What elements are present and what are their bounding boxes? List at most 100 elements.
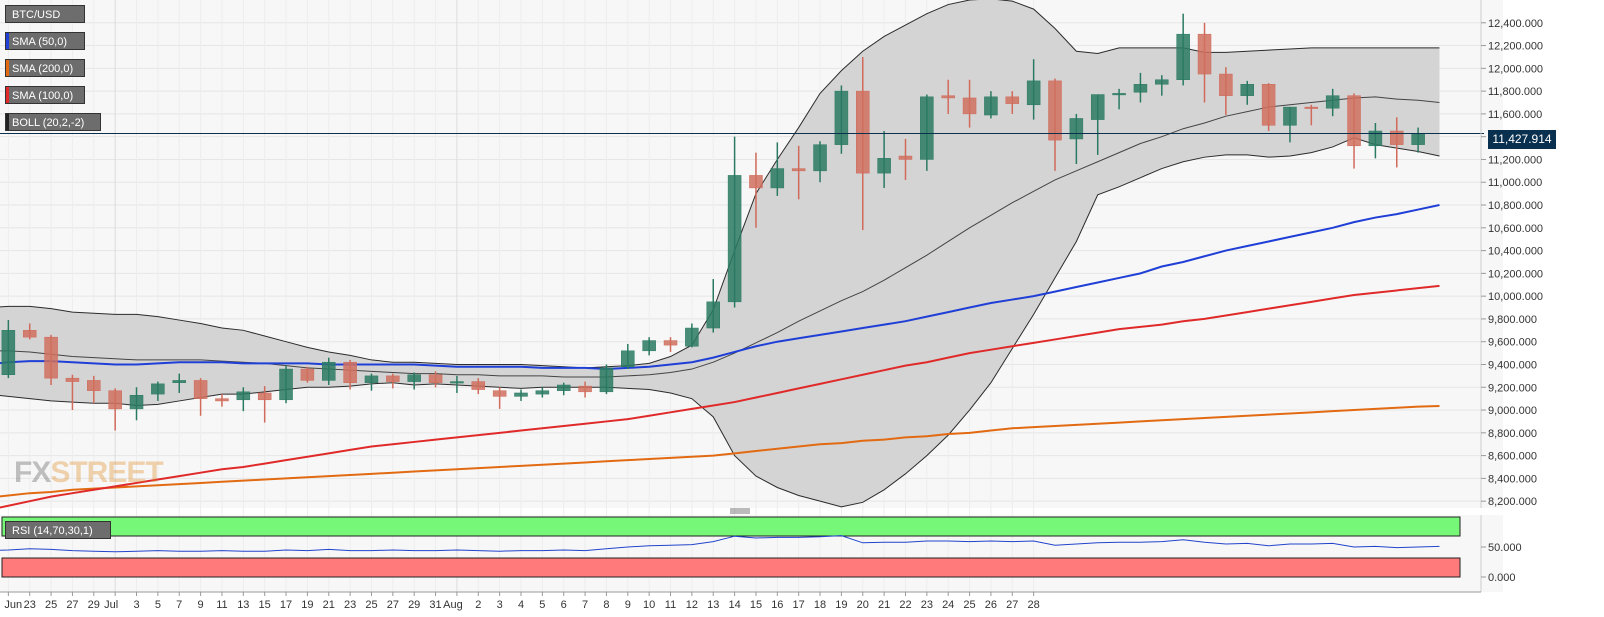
- date-tick-label: 24: [942, 599, 954, 611]
- pane-splitter[interactable]: [730, 508, 750, 514]
- price-tick-label: 10,200.000: [1488, 268, 1543, 280]
- date-tick-label: 7: [582, 599, 588, 611]
- candle-body: [535, 390, 550, 395]
- candle-body: [129, 394, 144, 410]
- candle-body: [279, 368, 293, 401]
- price-tick-label: 10,400.000: [1488, 246, 1543, 258]
- price-tick-label: 8,200.000: [1488, 496, 1537, 508]
- candle-body: [65, 377, 80, 382]
- candle-body: [1155, 79, 1169, 85]
- candle-body: [941, 95, 955, 99]
- candle-body: [1390, 130, 1404, 145]
- date-tick-label: 3: [497, 599, 503, 611]
- date-tick-label: 23: [344, 599, 356, 611]
- candle-body: [1197, 33, 1212, 75]
- candle-body: [236, 391, 251, 401]
- date-tick-label: 5: [155, 599, 161, 611]
- date-tick-label: 9: [198, 599, 204, 611]
- candle-body: [343, 361, 357, 383]
- date-tick-label: 13: [707, 599, 719, 611]
- legend-sma200[interactable]: SMA (200,0): [5, 59, 85, 77]
- candle-body: [1005, 96, 1020, 104]
- candle-body: [920, 96, 934, 160]
- date-tick-label: 23: [921, 599, 933, 611]
- date-tick-label: Jul: [104, 599, 118, 611]
- date-tick-label: 2: [475, 599, 481, 611]
- legend-sma50[interactable]: SMA (50,0): [5, 32, 85, 50]
- price-tick-label: 10,600.000: [1488, 223, 1543, 235]
- candle-body: [386, 375, 400, 382]
- legend-rsi-label: RSI (14,70,30,1): [12, 525, 93, 537]
- legend-sma100[interactable]: SMA (100,0): [5, 86, 85, 104]
- rsi-indicator: 50.000 0.000: [0, 515, 1522, 592]
- date-tick-label: 20: [857, 599, 869, 611]
- candle-body: [492, 390, 507, 397]
- price-tick-label: 9,400.000: [1488, 359, 1537, 371]
- date-tick-label: 14: [728, 599, 740, 611]
- sma50-line: [0, 204, 1440, 371]
- candle-body: [108, 390, 122, 410]
- date-tick-label: 29: [408, 599, 420, 611]
- sma50-swatch: [6, 33, 9, 49]
- sma200-line: [0, 405, 1440, 498]
- date-tick-label: 17: [280, 599, 292, 611]
- date-tick-label: 8: [603, 599, 609, 611]
- date-tick-label: 16: [771, 599, 783, 611]
- date-tick-label: 4: [518, 599, 524, 611]
- date-tick-label: 11: [216, 599, 227, 611]
- candle-body: [1026, 80, 1041, 106]
- candle-body: [172, 380, 186, 383]
- candle-body: [749, 175, 763, 189]
- price-tick-label: 12,000.000: [1488, 63, 1543, 75]
- date-tick-label: 15: [259, 599, 271, 611]
- date-tick-label: 28: [1028, 599, 1040, 611]
- date-tick-label: 21: [323, 599, 335, 611]
- candle-body: [87, 380, 101, 391]
- candle-body: [556, 384, 571, 391]
- rsi-line: [0, 535, 1440, 553]
- price-tick-label: 9,600.000: [1488, 337, 1537, 349]
- fxstreet-logo: FXSTREET: [14, 456, 164, 489]
- price-tick-label: 8,800.000: [1488, 428, 1537, 440]
- candle-body: [1219, 73, 1233, 96]
- date-tick-label: 21: [878, 599, 890, 611]
- date-tick-label: 13: [237, 599, 249, 611]
- candle-body: [813, 144, 827, 172]
- legend-rsi[interactable]: RSI (14,70,30,1): [5, 521, 111, 539]
- price-tick-label: 12,200.000: [1488, 41, 1543, 53]
- candle-body: [450, 381, 464, 384]
- legend-boll[interactable]: BOLL (20,2,-2): [5, 113, 101, 131]
- candle-body: [984, 96, 998, 116]
- date-axis: Jun 23 25 27 29 Jul 3 5 7 9 11 13 15 17 19 21 23 25 27 29 31…: [0, 591, 1481, 611]
- rsi-oversold-zone: [1, 557, 1461, 578]
- date-tick-label: 25: [45, 599, 57, 611]
- price-tick-label: 9,200.000: [1488, 382, 1537, 394]
- boll-swatch: [6, 114, 9, 130]
- date-tick-label: 9: [625, 599, 631, 611]
- date-tick-label: 25: [365, 599, 377, 611]
- price-tick-label: 9,800.000: [1488, 314, 1537, 326]
- legend-symbol[interactable]: BTC/USD: [5, 5, 85, 23]
- boll-lower-line: [0, 137, 1440, 508]
- date-tick-label: 27: [1006, 599, 1018, 611]
- candle-body: [856, 90, 870, 174]
- date-tick-label: 29: [88, 599, 100, 611]
- candle-body: [215, 398, 229, 402]
- price-tick-label: 8,600.000: [1488, 451, 1537, 463]
- candle-body: [834, 90, 849, 145]
- price-tick-label: 10,800.000: [1488, 200, 1543, 212]
- candle-body: [727, 175, 742, 303]
- candle-body: [193, 380, 208, 399]
- date-tick-label: 25: [963, 599, 975, 611]
- rsi-overbought-zone: [1, 516, 1461, 537]
- date-tick-label: Jun: [4, 599, 22, 611]
- date-tick-label: 26: [985, 599, 997, 611]
- candle-body: [962, 97, 977, 115]
- price-tick-label: 12,400.000: [1488, 18, 1543, 30]
- price-tick-label: 11,200.000: [1488, 154, 1542, 166]
- price-tick-label: 11,800.000: [1488, 86, 1542, 98]
- candle-body: [1368, 130, 1383, 147]
- date-tick-label: 19: [835, 599, 847, 611]
- date-tick-label: 6: [561, 599, 567, 611]
